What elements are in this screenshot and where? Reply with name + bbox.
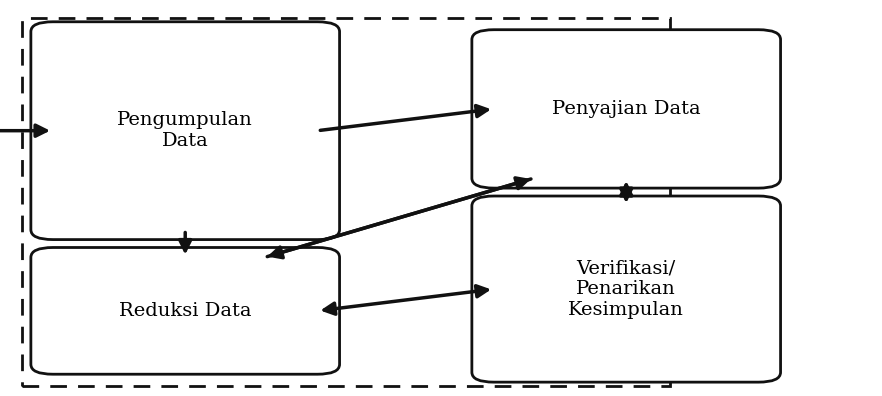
FancyBboxPatch shape (472, 30, 781, 188)
FancyBboxPatch shape (472, 196, 781, 382)
Text: Verifikasi/
Penarikan
Kesimpulan: Verifikasi/ Penarikan Kesimpulan (568, 259, 684, 319)
Text: Reduksi Data: Reduksi Data (119, 302, 251, 320)
FancyBboxPatch shape (31, 22, 340, 240)
Text: Penyajian Data: Penyajian Data (552, 100, 700, 118)
FancyBboxPatch shape (31, 248, 340, 374)
Text: Pengumpulan
Data: Pengumpulan Data (117, 111, 253, 150)
Bar (22, 18, 670, 386)
